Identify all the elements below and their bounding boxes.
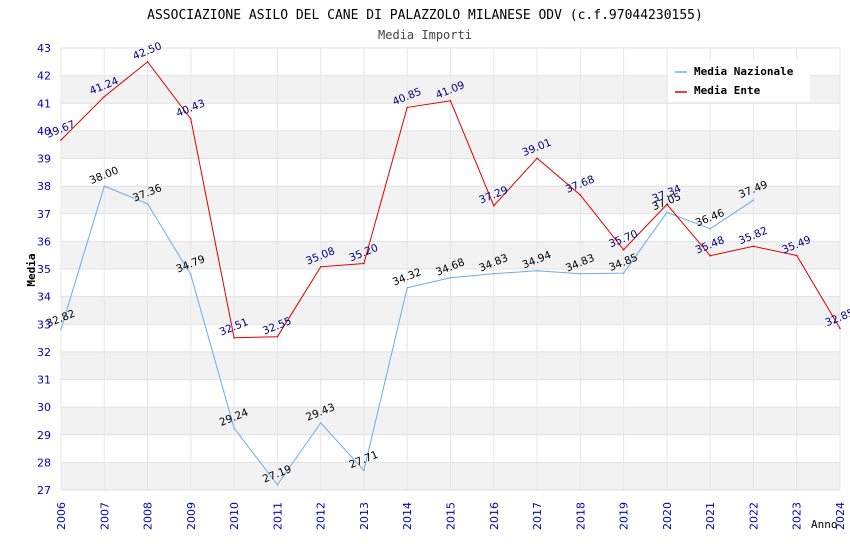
data-point-nazionale <box>449 277 452 279</box>
x-tick-label: 2024 <box>834 502 847 530</box>
y-tick-label: 27 <box>37 484 51 497</box>
chart-subtitle: Media Importi <box>378 28 472 42</box>
data-point-ente <box>492 204 495 207</box>
x-tick-label: 2019 <box>618 502 631 530</box>
x-tick-label: 2010 <box>228 502 241 530</box>
y-tick-label: 28 <box>37 456 51 469</box>
y-tick-label: 39 <box>37 153 51 166</box>
y-tick-label: 34 <box>37 291 51 304</box>
data-point-ente <box>579 194 582 196</box>
x-tick-label: 2014 <box>401 502 414 530</box>
data-point-nazionale <box>190 274 192 276</box>
x-tick-label: 2007 <box>98 502 111 530</box>
x-tick-label: 2009 <box>185 502 198 530</box>
data-point-ente <box>839 327 841 330</box>
data-point-ente <box>795 254 798 257</box>
legend: Media Nazionale Media Ente <box>668 60 810 102</box>
data-point-ente <box>103 95 106 98</box>
x-tick-label: 2021 <box>704 502 717 530</box>
data-point-nazionale <box>622 272 625 274</box>
y-tick-label: 35 <box>37 263 51 276</box>
data-point-nazionale <box>666 211 668 214</box>
data-point-nazionale <box>60 328 62 331</box>
y-tick-label: 36 <box>37 235 51 248</box>
x-tick-label: 2018 <box>574 502 587 530</box>
grid-bands <box>60 47 841 491</box>
x-tick-label: 2008 <box>142 502 155 530</box>
y-tick-label: 42 <box>37 70 51 83</box>
data-point-nazionale <box>103 185 106 187</box>
legend-label-ente: Media Ente <box>694 84 761 97</box>
x-tick-label: 2016 <box>488 502 501 530</box>
data-point-nazionale <box>579 272 582 275</box>
data-point-nazionale <box>492 272 495 275</box>
y-tick-label: 32 <box>37 346 51 359</box>
x-tick-label: 2022 <box>747 502 760 530</box>
data-point-nazionale <box>709 227 711 230</box>
y-tick-label: 38 <box>37 180 51 193</box>
data-point-ente <box>190 118 192 120</box>
data-point-ente <box>406 106 409 109</box>
data-point-ente <box>666 203 668 206</box>
x-tick-label: 2020 <box>661 502 674 530</box>
y-tick-label: 37 <box>37 208 51 221</box>
data-point-ente <box>622 248 625 251</box>
y-tick-label: 40 <box>37 125 51 138</box>
data-point-nazionale <box>406 286 409 289</box>
x-tick-label: 2023 <box>791 502 804 530</box>
data-point-ente <box>752 245 755 248</box>
y-tick-label: 33 <box>37 318 51 331</box>
y-axis-label: Media <box>25 253 38 286</box>
x-tick-label: 2011 <box>271 502 284 530</box>
data-point-nazionale <box>752 199 755 202</box>
data-point-ente <box>146 61 149 63</box>
data-point-ente <box>363 262 365 265</box>
y-tick-label: 29 <box>37 429 51 442</box>
data-point-ente <box>449 99 452 102</box>
data-point-nazionale <box>319 422 322 424</box>
data-point-ente <box>536 157 538 160</box>
data-point-nazionale <box>233 427 235 429</box>
x-tick-label: 2012 <box>315 502 328 530</box>
x-axis-label: Anno <box>811 518 838 531</box>
y-tick-label: 31 <box>37 374 51 387</box>
x-tick-label: 2017 <box>531 502 544 530</box>
data-point-nazionale <box>363 469 365 472</box>
chart-title: ASSOCIAZIONE ASILO DEL CANE DI PALAZZOLO… <box>147 8 703 23</box>
data-point-ente <box>276 335 279 338</box>
data-point-ente <box>319 265 322 268</box>
series-lines <box>60 61 841 486</box>
legend-box <box>668 60 810 102</box>
data-point-nazionale <box>146 203 149 205</box>
data-point-nazionale <box>536 269 538 272</box>
y-tick-label: 30 <box>37 401 51 414</box>
x-tick-label: 2006 <box>55 502 68 530</box>
x-tick-label: 2015 <box>445 502 458 530</box>
y-tick-label: 43 <box>37 42 51 55</box>
x-tick-label: 2013 <box>358 502 371 530</box>
data-point-ente <box>60 139 62 141</box>
data-point-nazionale <box>276 483 279 486</box>
y-tick-label: 41 <box>37 97 51 110</box>
data-point-ente <box>233 336 235 339</box>
y-axis-ticks: 27 28 29 30 31 32 33 34 35 36 37 38 39 40 41 42 43 <box>37 42 51 497</box>
data-point-ente <box>709 254 711 257</box>
legend-label-nazionale: Media Nazionale <box>694 65 794 78</box>
x-axis-ticks: 2006 2007 2008 2009 2010 2011 2012 2013 2014 2015… <box>55 502 847 530</box>
